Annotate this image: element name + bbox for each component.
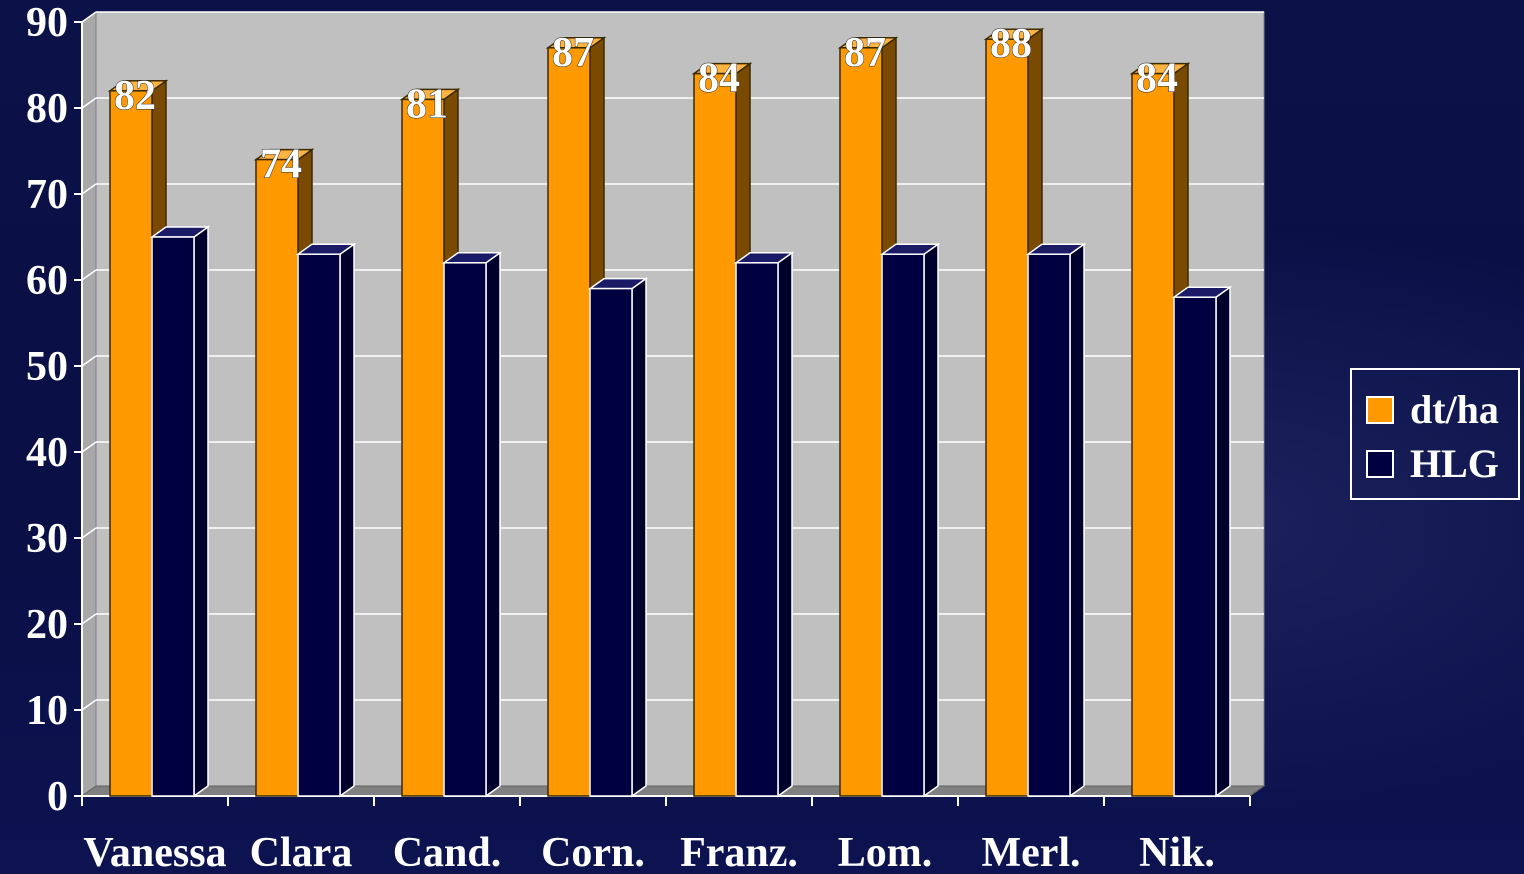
legend-label-hlg: HLG (1410, 441, 1499, 486)
legend-swatch-dt-ha (1366, 396, 1394, 424)
y-tick-label: 0 (47, 774, 68, 820)
gridline-side (81, 441, 97, 453)
bar-hlg (443, 262, 487, 797)
bar-hlg (1173, 296, 1217, 797)
x-category-label: Lom. (838, 830, 933, 874)
bar-hlg (297, 253, 341, 797)
data-label: 82 (114, 73, 156, 119)
y-tick-label: 20 (26, 602, 68, 648)
legend-swatch-hlg (1366, 450, 1394, 478)
bar-hlg-side (1069, 242, 1085, 798)
data-label: 84 (698, 56, 740, 102)
legend: dt/ha HLG (1350, 368, 1520, 500)
bar-dtha (255, 158, 299, 797)
bar-dtha (547, 47, 591, 797)
plot-side-wall (81, 11, 97, 797)
bar-dtha (401, 98, 445, 797)
bar-hlg-side (777, 251, 793, 798)
x-category-label: Cand. (393, 830, 502, 874)
gridline-side (81, 527, 97, 539)
bar-hlg (735, 262, 779, 797)
bar-dtha (1131, 72, 1175, 797)
data-label: 74 (260, 142, 302, 188)
data-label: 84 (1136, 56, 1178, 102)
legend-item-dt-ha: dt/ha (1366, 388, 1499, 432)
x-category-label: Merl. (981, 830, 1080, 874)
x-category-label: Corn. (541, 830, 645, 874)
gridline-side (81, 269, 97, 281)
bar-dtha (109, 90, 153, 797)
y-tick-label: 40 (26, 430, 68, 476)
data-label: 87 (552, 30, 594, 76)
gridline-side (81, 613, 97, 625)
y-tick-label: 60 (26, 258, 68, 304)
y-tick-label: 10 (26, 688, 68, 734)
bar-hlg (589, 287, 633, 797)
x-category-label: Clara (250, 830, 353, 874)
y-tick-label: 90 (26, 0, 68, 46)
data-label: 87 (844, 30, 886, 76)
y-tick-label: 80 (26, 86, 68, 132)
bar-hlg-side (485, 251, 501, 798)
data-label: 81 (406, 81, 448, 127)
gridline-side (81, 355, 97, 367)
bar-hlg-side (631, 277, 647, 798)
gridline-side (81, 11, 97, 23)
x-category-label: Vanessa (83, 830, 226, 874)
gridline-side (81, 183, 97, 195)
legend-item-hlg: HLG (1366, 442, 1499, 486)
gridline-side (81, 699, 97, 711)
y-tick-label: 70 (26, 172, 68, 218)
bar-hlg (881, 253, 925, 797)
y-tick-label: 50 (26, 344, 68, 390)
bar-dtha (985, 38, 1029, 797)
y-tick-label: 30 (26, 516, 68, 562)
bar-hlg-side (193, 225, 209, 798)
bar-hlg-side (923, 242, 939, 798)
bar-dtha (693, 72, 737, 797)
legend-label-dt-ha: dt/ha (1410, 387, 1499, 432)
x-category-label: Nik. (1139, 830, 1215, 874)
bar-hlg (1027, 253, 1071, 797)
data-label: 88 (990, 21, 1032, 67)
bar-hlg-side (339, 242, 355, 798)
bar-dtha (839, 47, 883, 797)
gridline-side (81, 97, 97, 109)
x-category-label: Franz. (680, 830, 798, 874)
bar-hlg (151, 236, 195, 797)
bar-hlg-side (1215, 285, 1231, 798)
